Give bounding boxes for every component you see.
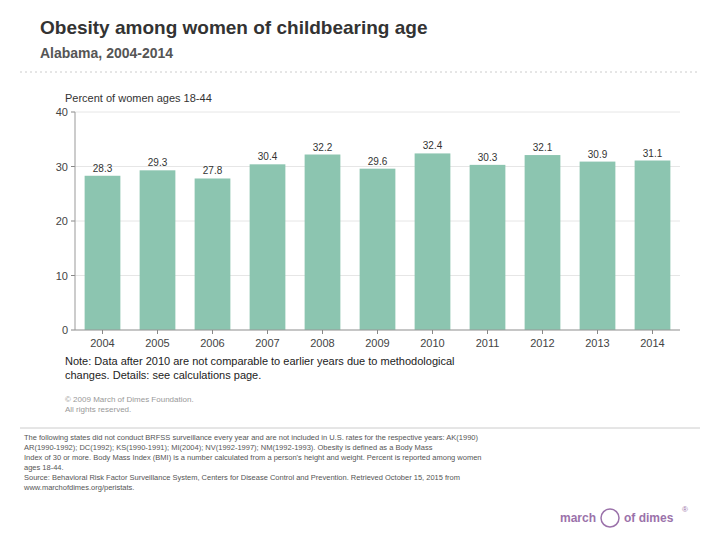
bar — [250, 164, 286, 330]
bar — [580, 162, 616, 330]
x-tick-label: 2007 — [255, 337, 279, 349]
logo-emblem — [601, 509, 619, 527]
note: Note: Data after 2010 are not comparable… — [65, 355, 455, 381]
x-tick — [157, 330, 158, 334]
x-tick — [487, 330, 488, 334]
x-tick — [377, 330, 378, 334]
data-label: 27.8 — [203, 165, 223, 176]
footer: The following states did not conduct BRF… — [23, 433, 482, 492]
data-label: 32.1 — [533, 142, 553, 153]
x-tick — [652, 330, 653, 334]
data-label: 30.3 — [478, 152, 498, 163]
bar — [360, 169, 396, 330]
chart-root: Obesity among women of childbearing age A… — [0, 0, 720, 540]
y-axis-line — [75, 112, 76, 330]
data-label: 32.2 — [313, 142, 333, 153]
bar — [635, 161, 671, 330]
data-label: 30.4 — [258, 151, 278, 162]
y-axis-label: Percent of women ages 18-44 — [65, 92, 212, 104]
bars — [85, 153, 671, 330]
data-label: 29.6 — [368, 156, 388, 167]
bar — [140, 170, 176, 330]
data-label: 31.1 — [643, 148, 663, 159]
copyright: © 2009 March of Dimes Foundation.All rig… — [65, 395, 194, 414]
data-label: 32.4 — [423, 140, 443, 151]
data-label: 30.9 — [588, 149, 608, 160]
y-tick-label: 40 — [56, 106, 68, 118]
x-tick-label: 2012 — [530, 337, 554, 349]
bar — [525, 155, 561, 330]
bar — [85, 176, 121, 330]
x-tick — [432, 330, 433, 334]
title: Obesity among women of childbearing age — [40, 17, 427, 38]
y-tick-label: 10 — [56, 270, 68, 282]
x-tick — [542, 330, 543, 334]
y-tick — [71, 275, 75, 276]
y-tick — [71, 112, 75, 113]
x-tick — [597, 330, 598, 334]
data-label: 28.3 — [93, 163, 113, 174]
y-tick-label: 0 — [62, 324, 68, 336]
x-tick-label: 2011 — [476, 337, 500, 349]
x-tick-label: 2005 — [145, 337, 169, 349]
logo-text: of dimes — [624, 511, 674, 525]
x-tick-label: 2014 — [640, 337, 664, 349]
footer-divider — [20, 428, 700, 429]
y-tick — [71, 166, 75, 167]
y-tick-label: 20 — [56, 215, 68, 227]
x-tick-label: 2006 — [200, 337, 224, 349]
bar — [415, 153, 451, 330]
x-tick — [212, 330, 213, 334]
data-label: 29.3 — [148, 157, 168, 168]
logo-text: march — [560, 511, 596, 525]
grid — [75, 112, 680, 330]
y-tick-label: 30 — [56, 161, 68, 173]
subtitle: Alabama, 2004-2014 — [40, 45, 173, 61]
grid-line — [75, 112, 680, 113]
x-tick-label: 2008 — [310, 337, 334, 349]
x-tick-label: 2010 — [420, 337, 444, 349]
logo-mark: ® — [682, 505, 688, 514]
y-tick — [71, 221, 75, 222]
x-tick-label: 2009 — [365, 337, 389, 349]
bar — [470, 165, 506, 330]
x-tick — [322, 330, 323, 334]
y-tick — [71, 330, 75, 331]
separator — [20, 72, 700, 73]
bar — [195, 178, 231, 330]
x-tick-label: 2004 — [90, 337, 114, 349]
x-tick — [102, 330, 103, 334]
x-tick — [267, 330, 268, 334]
x-tick-label: 2013 — [585, 337, 609, 349]
bar — [305, 155, 341, 330]
